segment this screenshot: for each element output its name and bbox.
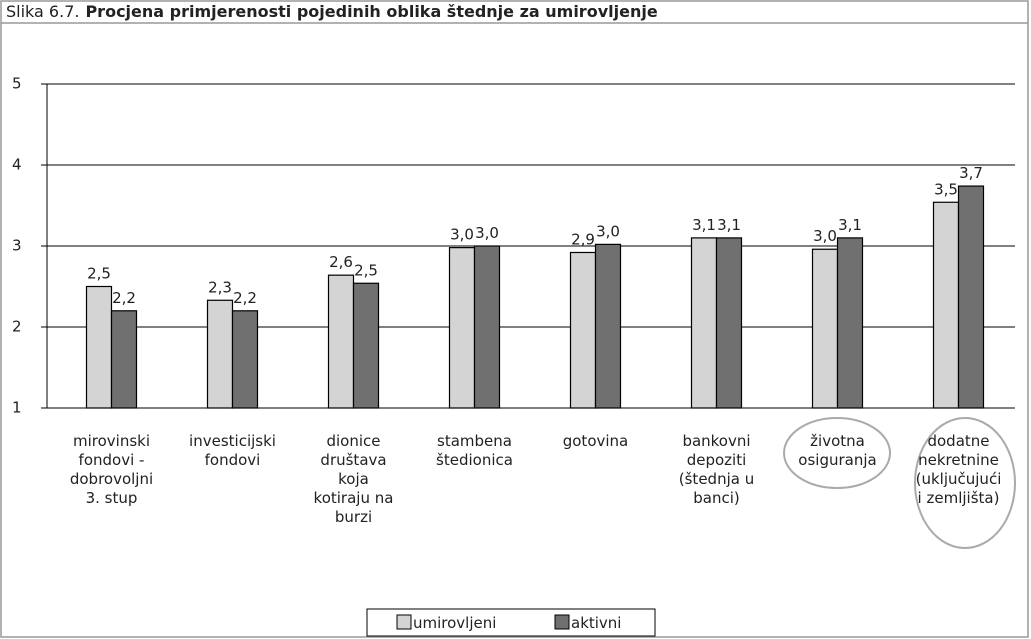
bar	[85, 285, 113, 409]
value-label: 3,7	[959, 164, 983, 182]
value-label: 3,0	[450, 226, 474, 244]
bar	[473, 245, 501, 409]
value-label: 3,1	[692, 216, 716, 234]
legend-label: umirovljeni	[413, 614, 496, 632]
bar	[569, 251, 597, 409]
value-label: 3,0	[596, 222, 620, 240]
value-label: 3,0	[475, 224, 499, 242]
y-tick-label: 4	[12, 156, 22, 174]
bar	[811, 248, 839, 409]
bar	[957, 185, 985, 409]
y-tick-label: 2	[12, 318, 22, 336]
value-label: 2,3	[208, 278, 232, 296]
bar	[594, 243, 622, 409]
bar	[352, 282, 380, 409]
value-label: 2,2	[112, 289, 136, 307]
legend-box	[366, 608, 656, 637]
x-tick-label: stambena štedionica	[436, 432, 513, 469]
legend: umirovljeni aktivni	[366, 608, 656, 637]
bar	[448, 247, 476, 409]
x-tick-label: investicijski fondovi	[189, 432, 276, 469]
legend-label: aktivni	[571, 614, 621, 632]
x-tick-label: bankovni depoziti (štednja u banci)	[679, 432, 754, 507]
x-tick-label: životna osiguranja	[798, 432, 876, 469]
bar	[206, 299, 234, 409]
value-label: 3,1	[717, 216, 741, 234]
legend-swatch	[396, 614, 412, 630]
value-label: 3,1	[838, 216, 862, 234]
x-tick-label: dionice društava koja kotiraju na burzi	[314, 432, 394, 526]
y-tick-label: 5	[12, 75, 22, 93]
bar	[327, 274, 355, 409]
chart-title: Slika 6.7. Procjena primjerenosti pojedin…	[6, 2, 658, 21]
legend-swatch	[554, 614, 570, 630]
value-label: 2,5	[354, 261, 378, 279]
value-label: 2,6	[329, 253, 353, 271]
highlight	[914, 417, 1016, 549]
value-label: 2,5	[87, 265, 111, 283]
x-tick-label: mirovinski fondovi -dobrovoljni 3. stup	[70, 432, 153, 507]
x-tick-label: dodatne nekretnine (uključujući i zemljišta…	[916, 432, 1002, 507]
y-tick-label: 1	[12, 399, 22, 417]
bar	[690, 237, 718, 409]
bar	[932, 201, 960, 409]
figure-label: Slika 6.7.	[6, 2, 79, 21]
bar	[715, 237, 743, 409]
bar	[110, 310, 138, 409]
highlight	[783, 417, 891, 489]
value-label: 2,9	[571, 230, 595, 248]
x-tick-label: gotovina	[563, 432, 629, 450]
y-tick-label: 3	[12, 237, 22, 255]
value-label: 3,5	[934, 180, 958, 198]
bar	[836, 237, 864, 409]
bar	[231, 310, 259, 409]
value-label: 3,0	[813, 227, 837, 245]
value-label: 2,2	[233, 289, 257, 307]
title-text: Procjena primjerenosti pojedinih oblika …	[85, 2, 657, 21]
